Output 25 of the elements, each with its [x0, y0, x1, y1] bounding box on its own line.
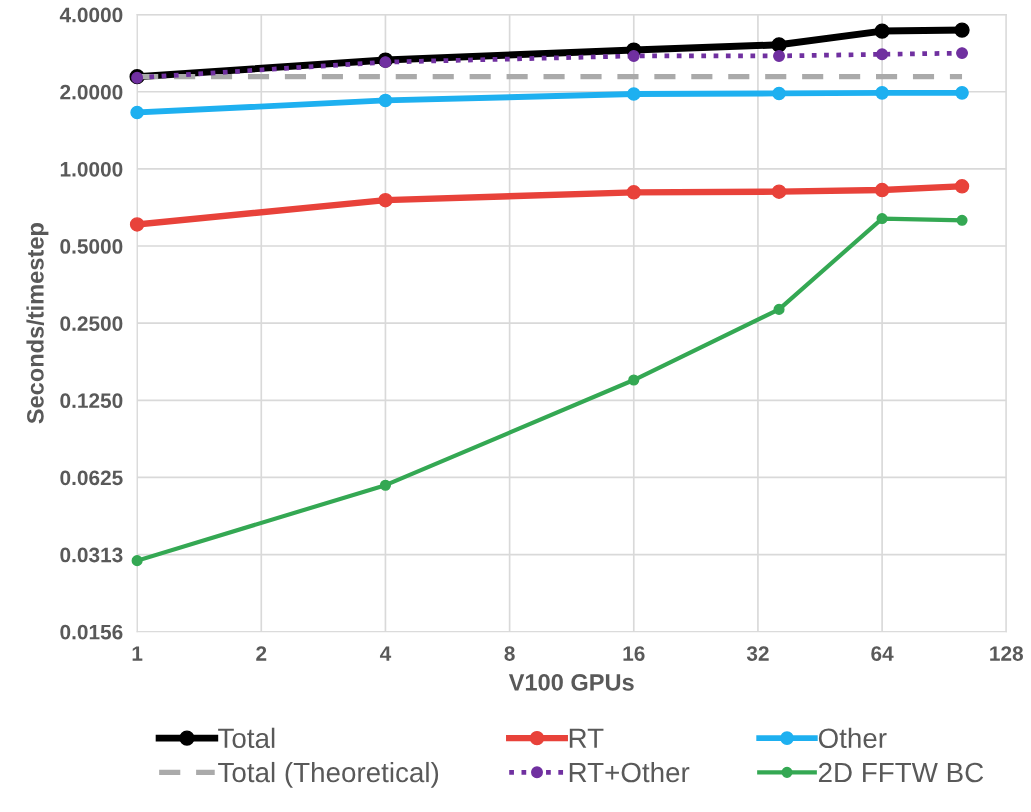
- y-tick-label: 0.2500: [60, 316, 123, 331]
- x-tick-label: 2: [256, 646, 267, 661]
- legend-label: RT+Other: [569, 761, 690, 783]
- y-tick-label: 0.5000: [60, 239, 123, 254]
- x-tick-label: 1: [132, 646, 143, 661]
- x-tick-label: 32: [746, 646, 769, 661]
- y-axis-title: Seconds/timestep: [26, 223, 49, 424]
- y-tick-label: 0.0313: [60, 547, 123, 563]
- x-tick-label: 128: [990, 646, 1023, 661]
- legend-label: Total: [218, 727, 275, 749]
- x-tick-label: 4: [379, 646, 392, 661]
- x-axis-title: V100 GPUs: [508, 674, 634, 691]
- y-tick-label: 0.1250: [60, 393, 123, 409]
- legend-label: Other: [818, 727, 887, 749]
- y-tick-label: 0.0156: [60, 624, 123, 640]
- legend-label: RT: [569, 728, 604, 748]
- x-tick-label: 64: [871, 646, 894, 661]
- legend-label: Total (Theoretical): [218, 761, 439, 788]
- legend-label: 2D FFTW BC: [818, 762, 984, 783]
- y-tick-label: 0.0625: [60, 470, 123, 486]
- y-tick-label: 4.0000: [59, 7, 123, 23]
- x-tick-label: 8: [504, 646, 515, 661]
- y-tick-label: 2.0000: [60, 84, 123, 100]
- y-tick-label: 1.0000: [60, 161, 123, 177]
- x-tick-label: 16: [623, 646, 645, 661]
